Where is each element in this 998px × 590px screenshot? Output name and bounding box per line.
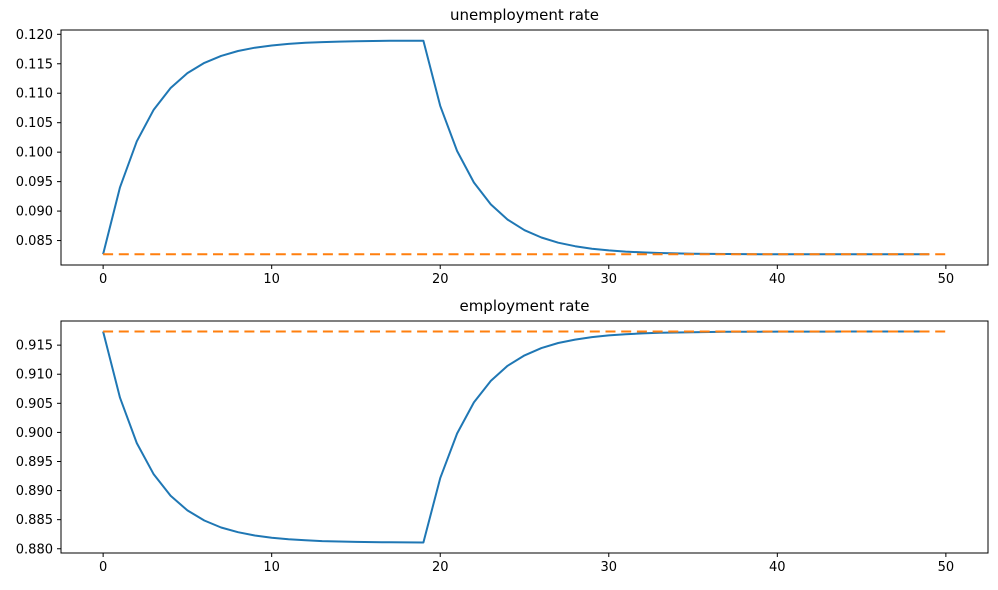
unemployment-path-line xyxy=(102,39,929,256)
axes-spines xyxy=(60,320,989,554)
x-tick-label: 0 xyxy=(99,272,107,287)
y-tick-label: 0.890 xyxy=(16,484,53,499)
x-tick-label: 20 xyxy=(432,560,449,575)
x-tick-label: 50 xyxy=(938,560,955,575)
employment-path-line xyxy=(102,330,929,544)
y-tick-label: 0.915 xyxy=(16,339,53,354)
unemployment-chart-title: unemployment rate xyxy=(449,6,600,24)
y-tick-label: 0.895 xyxy=(16,455,53,470)
x-tick-label: 50 xyxy=(938,272,955,287)
x-tick-label: 10 xyxy=(263,560,280,575)
y-tick-label: 0.100 xyxy=(16,146,53,161)
plot-area xyxy=(61,321,988,553)
y-tick-label: 0.085 xyxy=(16,234,53,249)
y-tick-label: 0.110 xyxy=(16,87,53,102)
x-tick-label: 10 xyxy=(263,272,280,287)
employment-chart-title: employment rate xyxy=(459,297,590,315)
axes-spines xyxy=(60,29,989,266)
y-tick-label: 0.880 xyxy=(16,542,53,557)
y-tick-label: 0.905 xyxy=(16,397,53,412)
y-tick-label: 0.115 xyxy=(16,57,53,72)
x-tick-label: 20 xyxy=(432,272,449,287)
y-tick-label: 0.900 xyxy=(16,426,53,441)
x-tick-label: 30 xyxy=(600,560,617,575)
y-tick-label: 0.090 xyxy=(16,205,53,220)
x-tick-label: 40 xyxy=(769,272,786,287)
x-tick-label: 40 xyxy=(769,560,786,575)
employment-chart: 0 10 20 30 40 50 0.880 0.885 0.890 0.895 0.900 0.90… xyxy=(16,320,989,575)
y-tick-label: 0.120 xyxy=(16,28,53,43)
y-tick-label: 0.910 xyxy=(16,368,53,383)
plot-area xyxy=(61,30,988,265)
y-tick-label: 0.095 xyxy=(16,175,53,190)
y-tick-label: 0.885 xyxy=(16,513,53,528)
y-tick-label: 0.105 xyxy=(16,116,53,131)
x-tick-label: 30 xyxy=(600,272,617,287)
x-tick-label: 0 xyxy=(99,560,107,575)
unemployment-chart: 0 10 20 30 40 50 0.085 0.090 0.095 0.100 0.105 0.11… xyxy=(16,28,989,287)
